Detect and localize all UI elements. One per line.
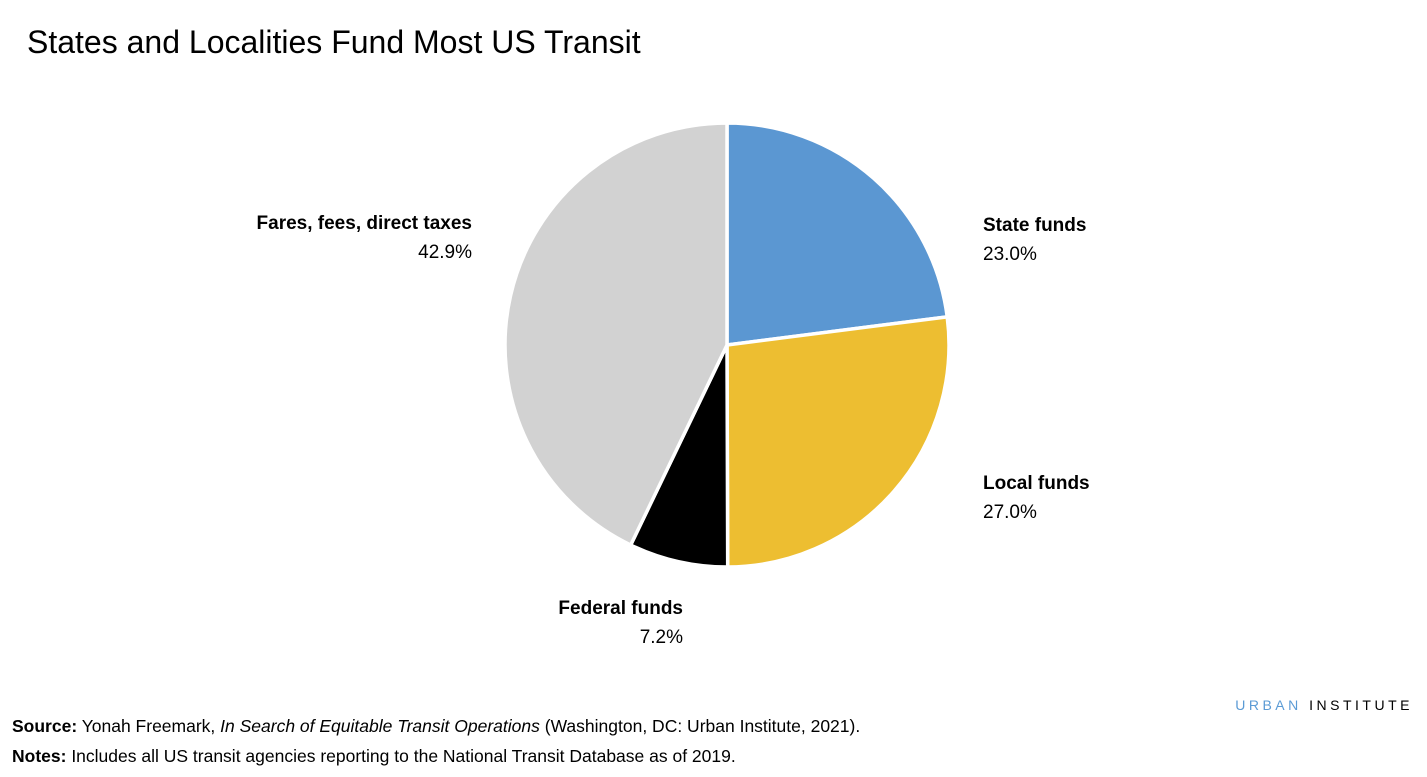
slice-label: Fares, fees, direct taxes bbox=[256, 213, 472, 234]
label-state-funds: State funds 23.0% bbox=[983, 211, 1086, 269]
slice-label: Federal funds bbox=[558, 598, 683, 619]
source-text: (Washington, DC: Urban Institute, 2021). bbox=[539, 716, 861, 736]
source-text: Yonah Freemark, bbox=[77, 716, 221, 736]
slice-value: 42.9% bbox=[418, 242, 472, 263]
slice-label: State funds bbox=[983, 215, 1087, 236]
notes-text: Includes all US transit agencies reporti… bbox=[66, 746, 736, 766]
logo-institute: INSTITUTE bbox=[1309, 697, 1413, 713]
chart-title: States and Localities Fund Most US Trans… bbox=[27, 24, 641, 60]
notes: Notes: Includes all US transit agencies … bbox=[12, 746, 736, 767]
notes-label: Notes: bbox=[12, 746, 67, 766]
pie-slice-local-funds bbox=[725, 315, 951, 569]
label-fares: Fares, fees, direct taxes 42.9% bbox=[257, 209, 472, 267]
slice-value: 7.2% bbox=[639, 627, 683, 648]
slice-label: Local funds bbox=[983, 473, 1090, 494]
pie-slice-federal-funds bbox=[628, 343, 730, 569]
pie-slice-fares-fees-direct-taxes bbox=[503, 121, 729, 547]
source-label: Source: bbox=[12, 716, 78, 736]
slice-value: 27.0% bbox=[983, 502, 1037, 523]
logo-urban: URBAN bbox=[1235, 697, 1302, 713]
source-title: In Search of Equitable Transit Operation… bbox=[220, 716, 540, 736]
source-note: Source: Yonah Freemark, In Search of Equ… bbox=[12, 716, 860, 737]
slice-value: 23.0% bbox=[983, 244, 1037, 265]
pie-slice-state-funds bbox=[725, 121, 949, 347]
urban-institute-logo: URBAN INSTITUTE bbox=[1235, 697, 1413, 713]
label-federal-funds: Federal funds 7.2% bbox=[558, 594, 683, 652]
label-local-funds: Local funds 27.0% bbox=[983, 469, 1090, 527]
